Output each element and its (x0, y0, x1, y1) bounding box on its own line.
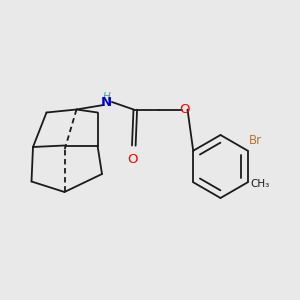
Text: CH₃: CH₃ (250, 179, 269, 189)
Text: Br: Br (249, 134, 262, 147)
Text: O: O (179, 103, 190, 116)
Text: O: O (127, 153, 137, 166)
Text: N: N (101, 95, 112, 109)
Text: H: H (103, 92, 110, 102)
